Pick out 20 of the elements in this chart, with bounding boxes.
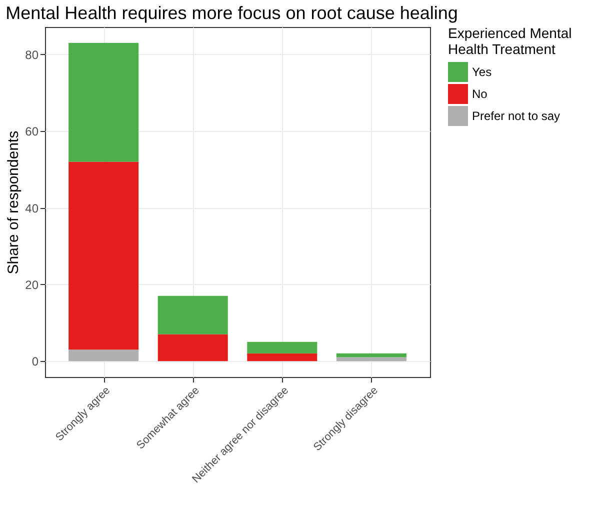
bar — [247, 342, 318, 354]
bar — [158, 334, 228, 362]
bar — [158, 296, 228, 334]
y-tick-label: 0 — [32, 354, 39, 369]
bar — [336, 357, 406, 362]
legend-title: Experienced Mental Health Treatment — [448, 25, 572, 57]
legend-label: Yes — [472, 65, 492, 79]
bar — [68, 162, 139, 350]
bar — [247, 353, 318, 362]
y-tick-label: 60 — [25, 124, 39, 139]
y-tick-label: 40 — [25, 201, 39, 216]
bar — [68, 350, 139, 362]
bar — [68, 42, 139, 162]
y-tick-label: 20 — [25, 278, 39, 292]
bar — [336, 353, 406, 358]
y-axis-title: Share of respondents — [5, 130, 22, 274]
legend-label: No — [472, 87, 488, 101]
chart-title: Mental Health requires more focus on root cause healing — [6, 3, 458, 23]
y-tick-label: 80 — [25, 48, 39, 62]
legend-label: Prefer not to say — [472, 109, 560, 123]
